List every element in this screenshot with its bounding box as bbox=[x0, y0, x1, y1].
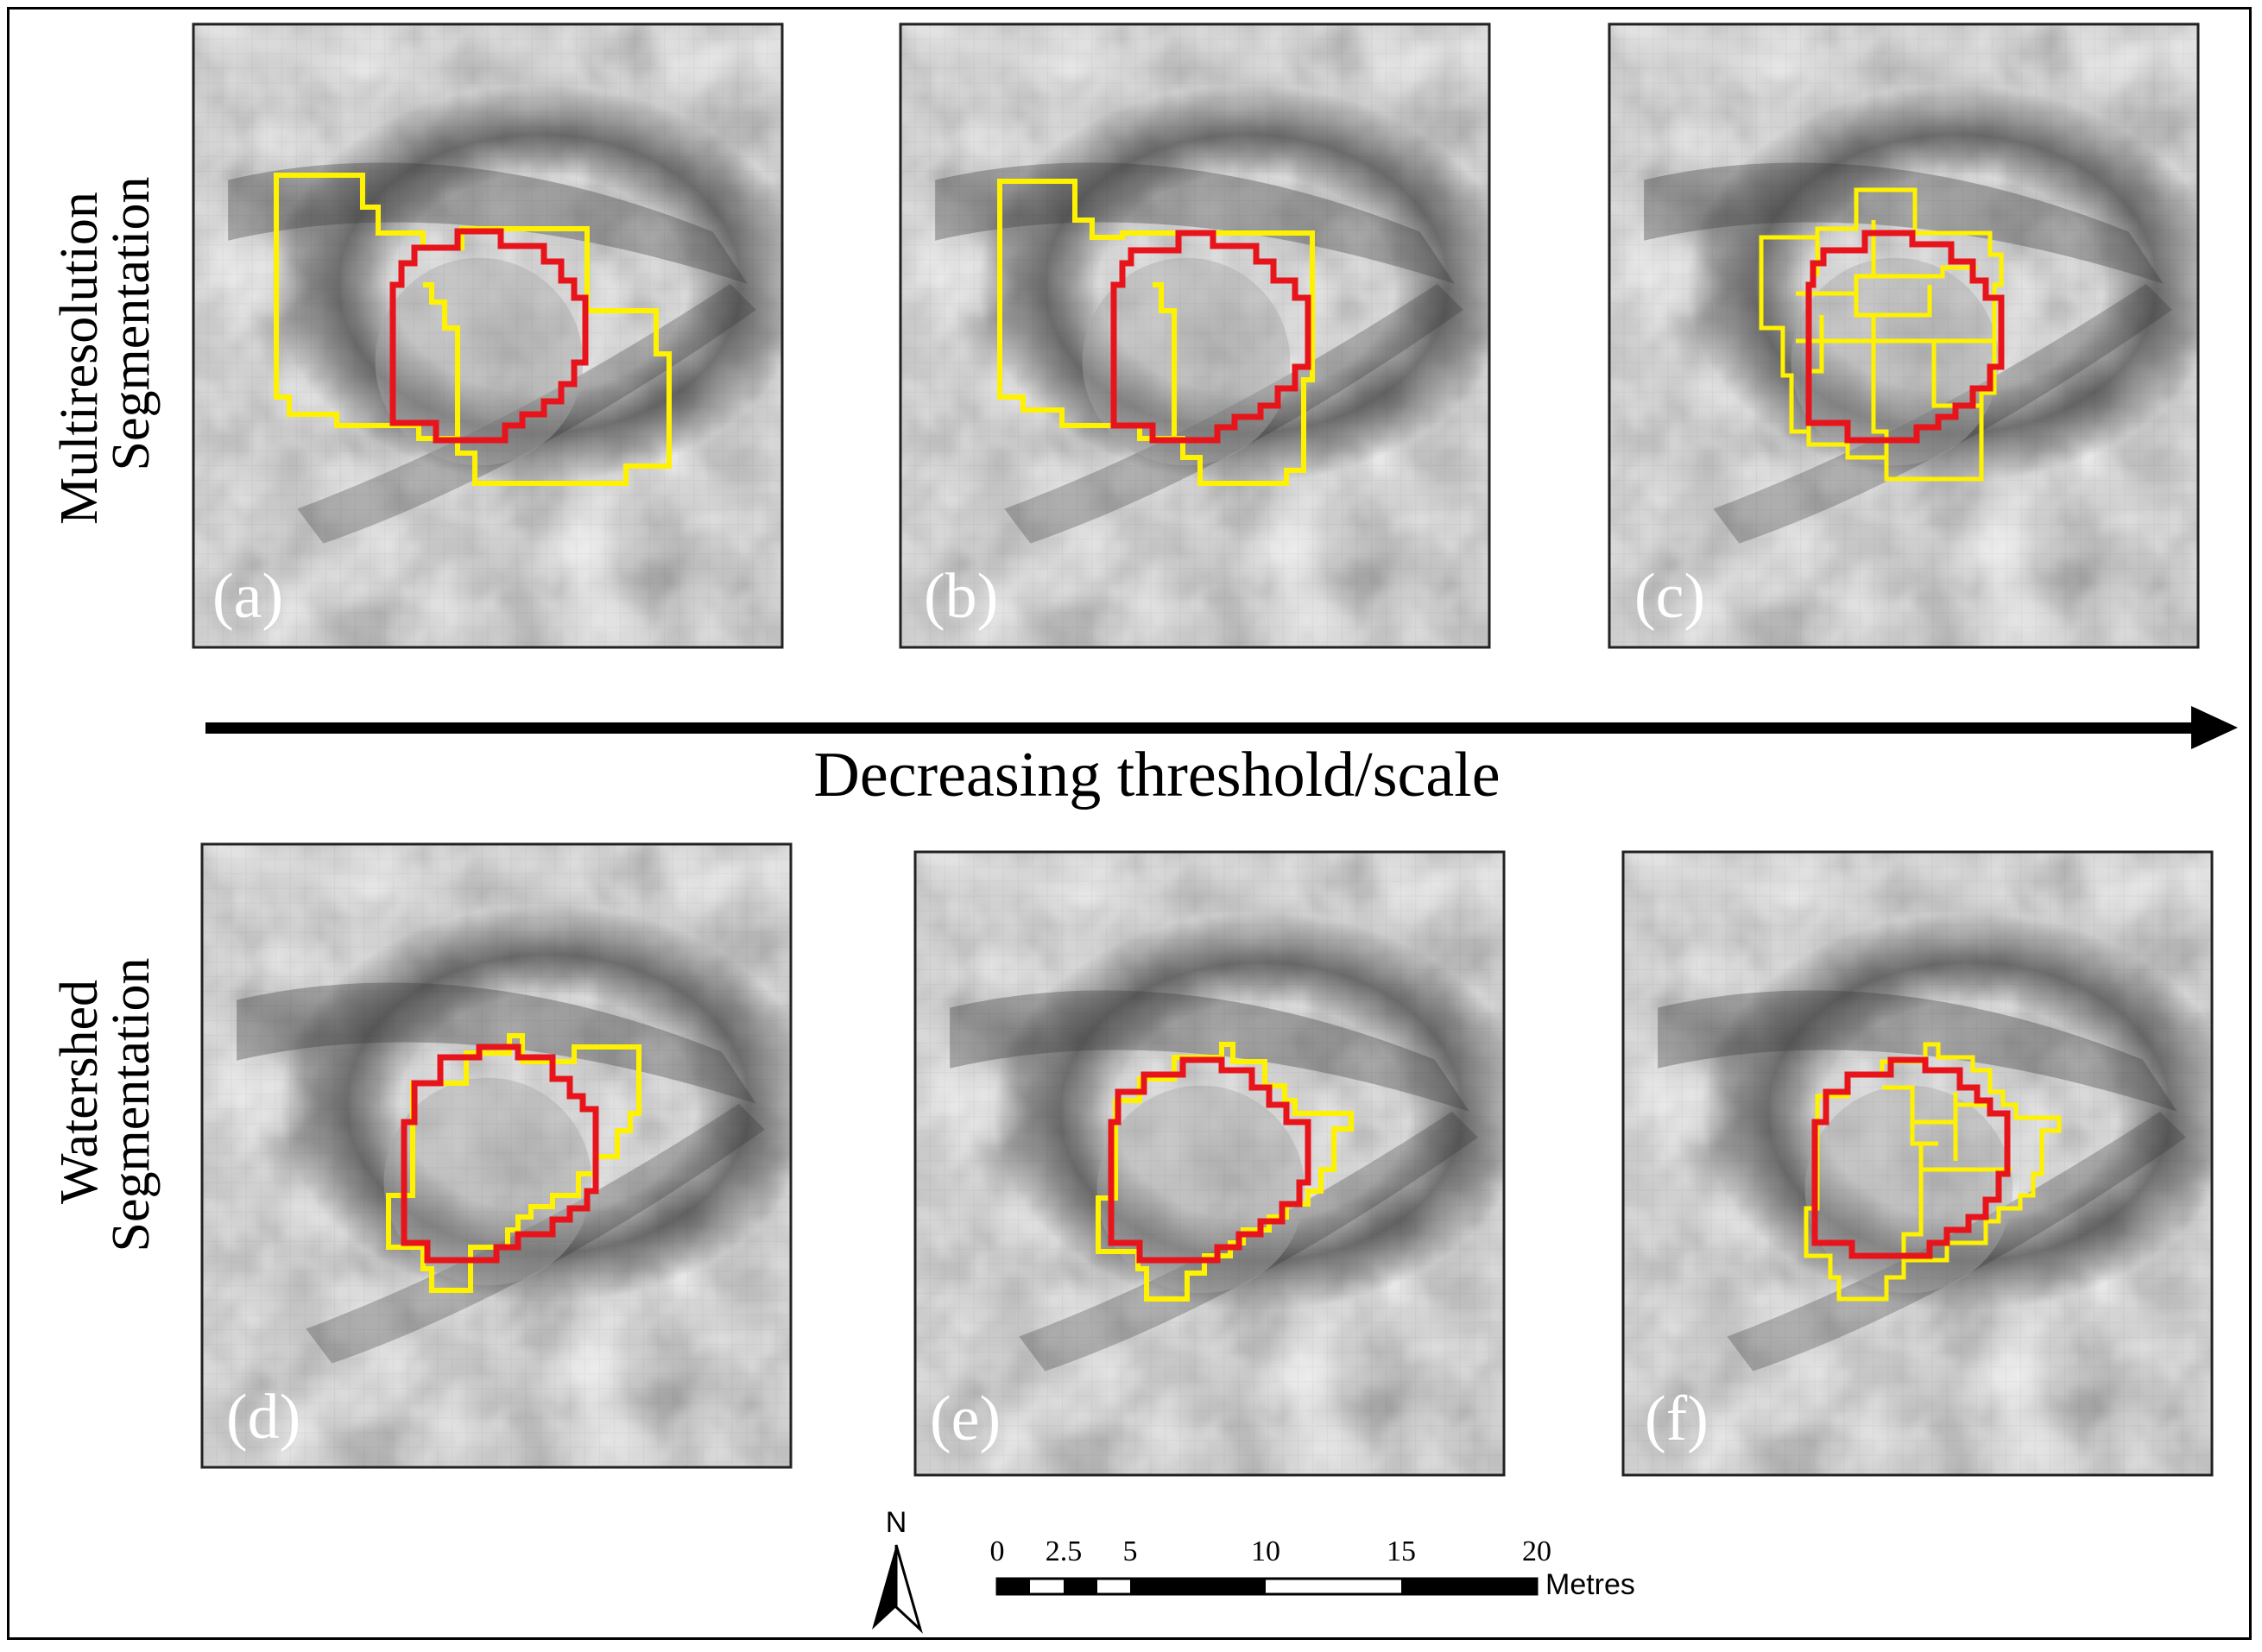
segment-outlines bbox=[274, 173, 672, 486]
panel-label: (a) bbox=[212, 561, 283, 632]
scale-tick-label: 5 bbox=[1123, 1535, 1138, 1567]
panel-label: (d) bbox=[226, 1382, 300, 1453]
panel-f: (f) bbox=[1621, 850, 2214, 1477]
reference-outline bbox=[389, 228, 589, 444]
arrow-label: Decreasing threshold/scale bbox=[813, 740, 1500, 810]
north-arrow-icon bbox=[872, 1544, 923, 1634]
panel-d: (d) bbox=[200, 842, 793, 1469]
scale-tick-label: 15 bbox=[1387, 1535, 1416, 1567]
panel-e: (e) bbox=[913, 850, 1506, 1477]
panel-a: (a) bbox=[192, 22, 784, 649]
row-label-watershed-line2: Segmentation bbox=[102, 958, 161, 1252]
panel-label: (f) bbox=[1645, 1384, 1709, 1454]
scale-tick-label: 20 bbox=[1522, 1535, 1551, 1567]
row-label-multiresolution: Multiresolution bbox=[50, 192, 109, 525]
scale-tick-label: 10 bbox=[1251, 1535, 1280, 1567]
scale-tick-label: 2.5 bbox=[1046, 1535, 1083, 1567]
north-label: N bbox=[886, 1506, 907, 1539]
row-label-watershed: Watershed bbox=[50, 980, 109, 1204]
panel-c: (c) bbox=[1608, 22, 2200, 649]
scale-bar bbox=[995, 1577, 1539, 1596]
scale-tick-label: 0 bbox=[990, 1535, 1005, 1567]
panel-b: (b) bbox=[899, 22, 1491, 649]
panel-label: (e) bbox=[930, 1384, 1001, 1454]
figure-frame bbox=[7, 7, 2252, 1640]
threshold-arrow bbox=[205, 706, 2238, 749]
panel-label: (b) bbox=[924, 561, 998, 632]
row-label-multiresolution-line2: Segmentation bbox=[102, 177, 161, 471]
scale-unit-label: Metres bbox=[1545, 1568, 1635, 1601]
panel-label: (c) bbox=[1634, 561, 1705, 632]
